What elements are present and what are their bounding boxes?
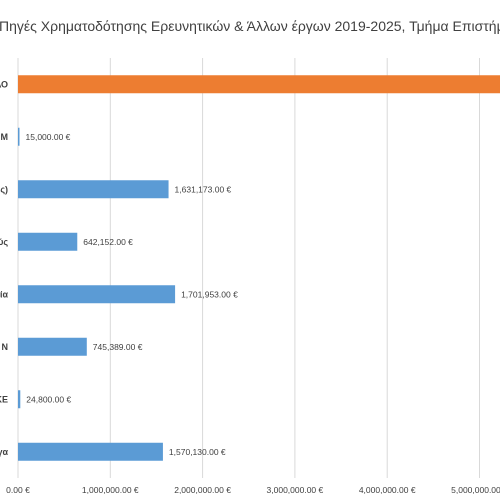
bar [18, 390, 21, 409]
category-label: ύς) [0, 184, 8, 194]
data-label: 1,570,130.00 € [169, 447, 226, 457]
x-tick-label: 0.00 € [6, 485, 30, 495]
bar [18, 285, 176, 304]
x-tick-label: 5,000,000.00 € [451, 485, 500, 495]
category-label: ΚΕ [0, 394, 8, 404]
data-label: 1,701,953.00 € [181, 289, 238, 299]
data-label: 1,631,173.00 € [175, 184, 232, 194]
data-label: 15,000.00 € [26, 132, 71, 142]
bar [18, 337, 87, 356]
bar [18, 180, 169, 199]
x-tick-label: 1,000,000.00 € [82, 485, 139, 495]
bar [18, 232, 78, 251]
x-tick-label: 3,000,000.00 € [267, 485, 324, 495]
category-label: Ν [2, 342, 9, 352]
chart-title: Πηγές Χρηματοδότησης Ερευνητικών & Άλλων… [0, 18, 500, 34]
category-label: ύς [0, 237, 8, 247]
category-label: ΛΟ [0, 79, 8, 89]
chart-title-text: Πηγές Χρηματοδότησης Ερευνητικών & Άλλων… [0, 18, 500, 34]
data-label: 24,800.00 € [26, 394, 71, 404]
x-tick-label: 2,000,000.00 € [174, 485, 231, 495]
data-label: 642,152.00 € [83, 237, 133, 247]
bar [18, 442, 163, 461]
bar [18, 127, 20, 146]
category-label: γα [0, 447, 8, 457]
x-tick-label: 4,000,000.00 € [359, 485, 416, 495]
bar [18, 75, 500, 94]
category-label: Μ [1, 132, 9, 142]
data-label: 745,389.00 € [93, 342, 143, 352]
category-label: ία [0, 289, 8, 299]
